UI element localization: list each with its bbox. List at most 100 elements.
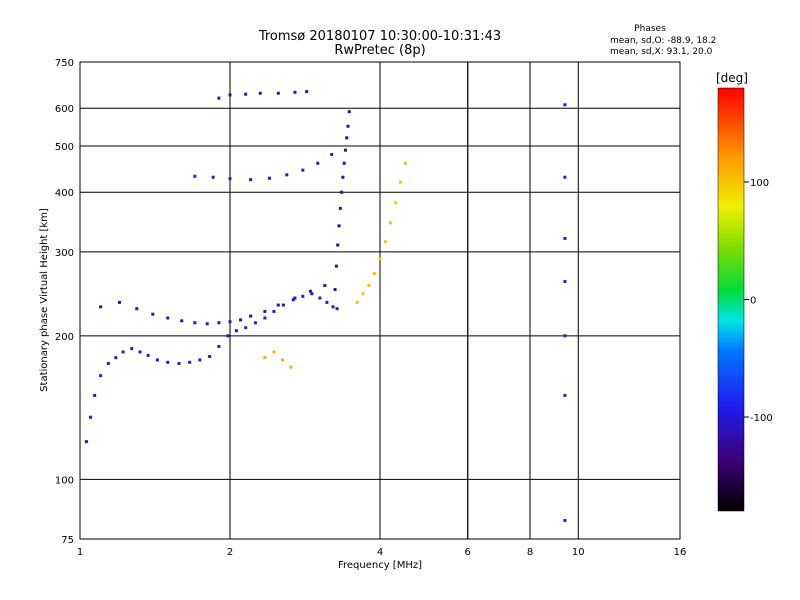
y-tick-label: 75 — [61, 535, 74, 546]
x-tick-label: 2 — [227, 547, 233, 558]
data-point — [403, 161, 407, 165]
data-point — [228, 320, 232, 324]
data-point — [193, 321, 197, 325]
data-point — [263, 356, 267, 360]
data-point — [361, 292, 365, 296]
data-point — [114, 356, 118, 360]
stats-line-o: mean, sd,O: -88.9, 18.2 — [610, 36, 716, 46]
x-tick-label: 16 — [674, 547, 687, 558]
data-point — [211, 175, 215, 179]
data-point — [383, 240, 387, 244]
y-tick-label: 400 — [55, 188, 74, 199]
data-point — [226, 334, 230, 338]
data-point — [228, 177, 232, 181]
data-point — [93, 393, 97, 397]
data-point — [399, 180, 403, 184]
data-point — [331, 305, 335, 309]
data-point — [305, 90, 309, 94]
data-point — [337, 224, 341, 228]
data-point — [333, 288, 337, 292]
data-point — [272, 309, 276, 313]
colorbar-tick-label: 100 — [750, 178, 769, 189]
data-point — [345, 136, 349, 140]
scatter-points — [84, 90, 567, 523]
data-point — [263, 316, 267, 320]
data-point — [325, 300, 329, 304]
data-point — [335, 307, 339, 311]
data-point — [217, 321, 221, 325]
data-point — [217, 96, 221, 100]
grid-lines — [80, 62, 680, 539]
data-point — [323, 283, 327, 287]
data-point — [346, 124, 350, 128]
colorbar — [717, 87, 745, 512]
data-point — [138, 350, 142, 354]
data-point — [341, 175, 345, 179]
data-point — [244, 92, 248, 96]
x-tick-label: 1 — [77, 547, 83, 558]
colorbar-ticks: 100 0 -100 — [744, 178, 773, 424]
data-point — [316, 161, 320, 165]
data-point — [293, 90, 297, 94]
data-point — [253, 321, 257, 325]
data-point — [281, 303, 285, 307]
data-point — [276, 91, 280, 95]
data-point — [338, 206, 342, 210]
data-point — [234, 329, 238, 333]
y-tick-label: 100 — [55, 475, 74, 486]
y-tick-label: 750 — [55, 58, 74, 69]
data-point — [563, 519, 567, 523]
data-point — [188, 360, 192, 364]
data-point — [310, 292, 314, 296]
data-point — [276, 303, 280, 307]
data-point — [289, 365, 293, 369]
data-point — [244, 326, 248, 330]
data-point — [84, 440, 88, 444]
data-point — [301, 168, 305, 172]
data-point — [563, 279, 567, 283]
data-point — [343, 148, 347, 152]
data-point — [166, 360, 170, 364]
data-point — [89, 415, 93, 419]
colorbar-tick-label: 0 — [750, 296, 756, 307]
data-point — [334, 264, 338, 268]
data-point — [193, 174, 197, 178]
data-point — [117, 300, 121, 304]
y-axis-label: Stationary phase Virtual Height [km] — [39, 208, 50, 392]
data-point — [308, 289, 312, 293]
data-point — [330, 152, 334, 156]
data-point — [205, 322, 209, 326]
y-tick-label: 500 — [55, 142, 74, 153]
data-point — [563, 175, 567, 179]
data-point — [347, 110, 351, 114]
data-point — [249, 314, 253, 318]
data-point — [166, 316, 170, 320]
data-point — [301, 294, 305, 298]
x-tick-label: 8 — [527, 547, 533, 558]
data-point — [198, 358, 202, 362]
colorbar-tick-label: -100 — [750, 413, 773, 424]
x-tick-label: 10 — [572, 547, 585, 558]
stats-line-x: mean, sd,X: 93.1, 20.0 — [610, 47, 713, 57]
x-axis-ticks: 1 2 4 6 8 10 16 — [77, 547, 687, 558]
data-point — [342, 161, 346, 165]
data-point — [135, 307, 139, 311]
colorbar-label: [deg] — [716, 71, 748, 85]
data-point — [291, 298, 295, 302]
x-tick-label: 6 — [465, 547, 471, 558]
data-point — [272, 350, 276, 354]
data-point — [217, 344, 221, 348]
data-point — [177, 361, 181, 365]
data-point — [285, 173, 289, 177]
x-tick-label: 4 — [377, 547, 383, 558]
data-point — [146, 353, 150, 357]
data-point — [318, 296, 322, 300]
data-point — [106, 361, 110, 365]
y-tick-label: 300 — [55, 248, 74, 259]
y-axis-ticks: 75 100 200 300 400 500 600 750 — [55, 58, 74, 546]
data-point — [378, 257, 382, 261]
data-point — [267, 176, 271, 180]
data-point — [293, 296, 297, 300]
data-point — [563, 236, 567, 240]
